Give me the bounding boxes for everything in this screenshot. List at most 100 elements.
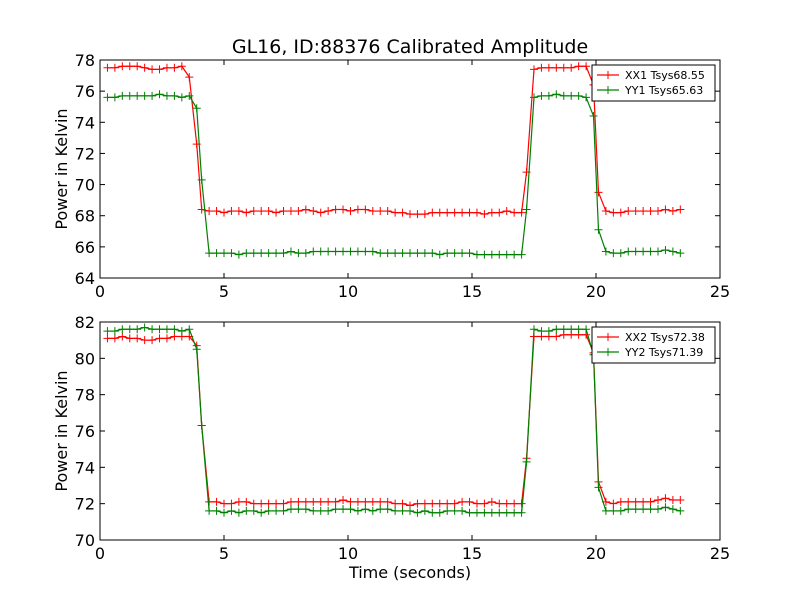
panel-2-series-2-point — [522, 457, 531, 466]
panel-2-series-2-point — [227, 506, 236, 515]
panel-1-series-1-point — [517, 208, 526, 217]
panel-2-series-1-point — [170, 332, 179, 341]
panel-2-legend-marker — [604, 333, 612, 341]
panel-2-series-2-point — [406, 506, 414, 515]
panel-2-series-2-point — [309, 506, 318, 515]
panel-2-series-2-point — [185, 325, 194, 334]
panel-2-series-2-point — [398, 506, 407, 515]
panel-1-series-1-point — [331, 205, 340, 214]
panel-1-series-2-point — [428, 249, 437, 258]
panel-1-series-1-point — [353, 205, 362, 214]
panel-2-y-tick-label: 72 — [75, 495, 95, 514]
panel-1-series-1-point — [398, 208, 407, 217]
panel-2-series-2-point — [339, 505, 348, 514]
panel-1-series-1-point — [443, 208, 452, 217]
panel-2-series-2-point — [676, 506, 685, 515]
panel-1-series-1-point — [279, 207, 288, 216]
panel-2-series-2-point — [212, 506, 221, 515]
panel-2-series-1-point — [316, 497, 325, 506]
panel-2-series-2-point — [286, 505, 295, 514]
panel-2-series-1-point — [286, 497, 295, 506]
panel-1-series-1-point — [450, 208, 459, 217]
panel-2-series-2-point — [220, 508, 228, 517]
panel-1-series-1-point — [177, 62, 186, 71]
panel-1-series-1-point — [316, 208, 325, 217]
panel-2-series-1-point — [118, 332, 127, 341]
panel-1-series-2-point — [413, 249, 422, 258]
panel-2-series-1-point — [639, 497, 648, 506]
panel-2-series-1-point — [234, 497, 243, 506]
panel-2-series-1-point — [443, 499, 452, 508]
panel-2-series-1-point — [162, 334, 171, 343]
panel-1-series-1-point — [118, 62, 127, 71]
panel-1-x-tick-label: 5 — [219, 282, 229, 301]
panel-1-series-1-point — [616, 208, 625, 217]
panel-1-series-1-point — [286, 207, 295, 216]
panel-1-series-1-point — [559, 63, 568, 72]
panel-2-series-1-point — [510, 499, 519, 508]
panel-1-y-tick-label: 64 — [75, 269, 95, 288]
panel-1-series-2-point — [398, 249, 407, 258]
panel-1-series-1-point — [162, 63, 171, 72]
panel-1-series-2-point — [406, 249, 414, 258]
panel-2-x-tick-label: 20 — [586, 544, 606, 563]
panel-2-series-2-point — [450, 506, 459, 515]
panel-1-y-tick-label: 68 — [75, 207, 95, 226]
panel-1-series-2-point — [353, 247, 362, 256]
panel-1-legend-marker — [604, 86, 612, 94]
panel-2-series-1-point — [339, 496, 348, 505]
panel-2-series-1-point — [502, 499, 511, 508]
panel-2-series-2-point — [155, 325, 164, 334]
panel-1-series-1-point — [661, 205, 670, 214]
panel-2-series-2-point — [435, 508, 444, 517]
panel-1-series-2-point — [279, 249, 288, 258]
panel-2-series-2-point — [609, 506, 618, 515]
panel-1-series-1-point — [552, 63, 561, 72]
panel-1-series-2-point — [324, 247, 333, 256]
panel-2-series-2-point — [331, 505, 340, 514]
panel-1-series-2-point — [530, 93, 538, 102]
panel-1-series-2-point — [537, 91, 546, 100]
panel-1-series-2-point — [118, 91, 127, 100]
panel-1-series-1-point — [133, 62, 142, 71]
panel-2-series-1-point — [309, 497, 318, 506]
panel-2-series-2-point — [242, 506, 251, 515]
panel-2-series-1-point — [552, 332, 561, 341]
panel-1-series-2-point — [391, 249, 400, 258]
panel-1-series-1-point — [435, 208, 444, 217]
panel-2-series-2-point — [631, 505, 640, 514]
panel-1-series-2-point — [559, 91, 568, 100]
panel-1-series-1-point — [212, 207, 221, 216]
panel-2-series-1-point — [465, 497, 474, 506]
panel-2-series-1-point — [294, 497, 303, 506]
panel-2-series-1-point — [353, 497, 362, 506]
panel-1-series-1-point — [110, 63, 119, 72]
panel-1-series-1-point — [530, 65, 538, 74]
panel-1-series-2-point — [140, 91, 149, 100]
panel-1-series-2-point — [631, 247, 640, 256]
panel-2-series-2-point — [279, 506, 288, 515]
panel-1-series-2-point — [502, 250, 511, 259]
panel-1-series-1-point — [324, 207, 333, 216]
panel-2-series-1-point — [435, 499, 444, 508]
panel-1-series-1-point — [646, 207, 655, 216]
panel-2-series-1-point — [517, 499, 526, 508]
panel-2-series-2-point — [420, 506, 429, 515]
panel-2-series-2-point — [668, 505, 677, 514]
panel-1-series-1-point — [413, 210, 422, 219]
panel-2-series-1-point — [346, 497, 355, 506]
panel-2-series-1-point — [242, 497, 251, 506]
panel-1-series-2-point — [316, 247, 325, 256]
panel-1-series-1-point — [574, 62, 583, 71]
panel-2-series-2-point — [624, 505, 633, 514]
panel-1-series-1-point — [582, 62, 591, 71]
panel-2-y-tick-label: 78 — [75, 386, 95, 405]
panel-1-series-2-point — [582, 93, 591, 102]
panel-2-series-2-point — [582, 325, 591, 334]
panel-2-series-1-point — [413, 499, 422, 508]
panel-1-series-2-point — [361, 247, 370, 256]
panel-1-series-1-point — [339, 205, 348, 214]
panel-2-series-2-point — [413, 508, 422, 517]
panel-1-series-2-point — [339, 247, 348, 256]
panel-2-series-1-point — [458, 497, 467, 506]
